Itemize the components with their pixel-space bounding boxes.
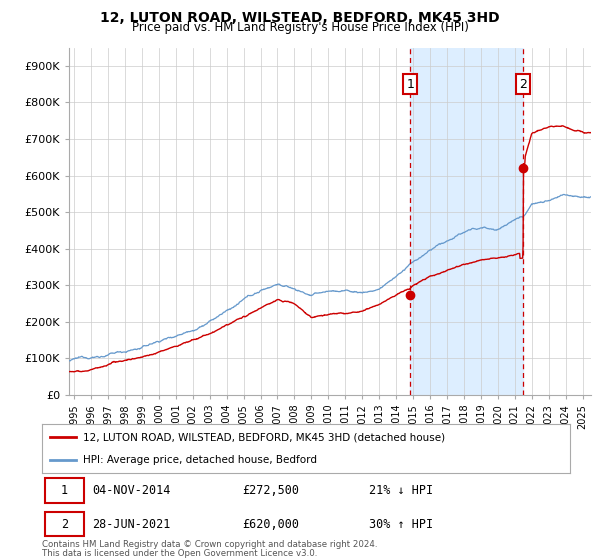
Text: 2: 2	[519, 77, 527, 91]
Text: 12, LUTON ROAD, WILSTEAD, BEDFORD, MK45 3HD: 12, LUTON ROAD, WILSTEAD, BEDFORD, MK45 …	[100, 11, 500, 25]
Text: 12, LUTON ROAD, WILSTEAD, BEDFORD, MK45 3HD (detached house): 12, LUTON ROAD, WILSTEAD, BEDFORD, MK45 …	[83, 432, 445, 442]
Text: 21% ↓ HPI: 21% ↓ HPI	[370, 484, 433, 497]
Text: £620,000: £620,000	[242, 518, 299, 531]
FancyBboxPatch shape	[44, 512, 84, 536]
Text: Price paid vs. HM Land Registry's House Price Index (HPI): Price paid vs. HM Land Registry's House …	[131, 21, 469, 34]
Text: Contains HM Land Registry data © Crown copyright and database right 2024.: Contains HM Land Registry data © Crown c…	[42, 540, 377, 549]
Text: £272,500: £272,500	[242, 484, 299, 497]
Text: 04-NOV-2014: 04-NOV-2014	[92, 484, 170, 497]
Text: 30% ↑ HPI: 30% ↑ HPI	[370, 518, 433, 531]
Text: 1: 1	[61, 484, 68, 497]
Bar	[410, 48, 523, 395]
FancyBboxPatch shape	[44, 478, 84, 502]
Text: 2: 2	[61, 518, 68, 531]
Text: 28-JUN-2021: 28-JUN-2021	[92, 518, 170, 531]
Text: 1: 1	[406, 77, 414, 91]
Text: HPI: Average price, detached house, Bedford: HPI: Average price, detached house, Bedf…	[83, 455, 317, 465]
Text: This data is licensed under the Open Government Licence v3.0.: This data is licensed under the Open Gov…	[42, 549, 317, 558]
